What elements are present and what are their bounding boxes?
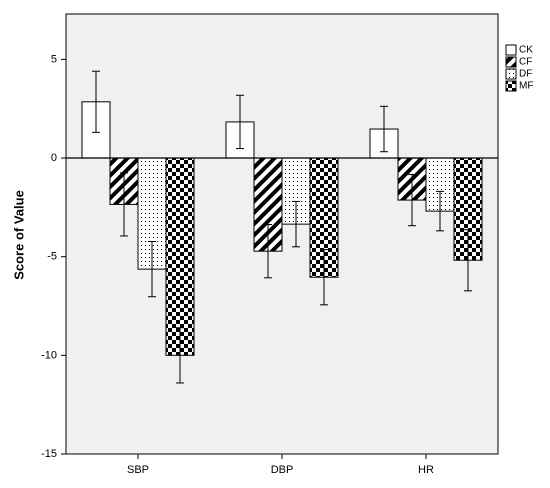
x-tick-label: HR xyxy=(418,464,434,476)
legend-label: MF xyxy=(519,81,533,92)
legend-label: CF xyxy=(519,57,532,68)
legend-swatch xyxy=(505,56,517,68)
legend-swatch xyxy=(505,80,517,92)
error-bar xyxy=(176,327,184,384)
error-bar xyxy=(464,229,472,292)
y-tick-label: -5 xyxy=(47,251,57,263)
error-bar xyxy=(292,200,300,248)
y-axis-label: Score of Value xyxy=(11,190,26,280)
legend-swatch xyxy=(505,44,517,56)
y-tick-label: 0 xyxy=(51,152,57,164)
error-bar xyxy=(148,240,156,298)
legend-label: CK xyxy=(519,45,533,56)
legend-label: DF xyxy=(519,69,532,80)
x-tick-label: DBP xyxy=(271,464,294,476)
error-bar xyxy=(92,70,100,133)
error-bar xyxy=(120,172,128,237)
error-bar xyxy=(436,190,444,232)
x-tick-label: SBP xyxy=(127,464,149,476)
y-tick-label: 5 xyxy=(51,53,57,65)
y-tick-label: -10 xyxy=(41,349,57,361)
y-tick-label: -15 xyxy=(41,448,57,460)
error-bar xyxy=(380,105,388,153)
bar xyxy=(165,157,195,356)
error-bar xyxy=(264,224,272,279)
legend-swatch xyxy=(505,68,517,80)
error-bar xyxy=(320,249,328,306)
error-bar xyxy=(236,94,244,150)
error-bar xyxy=(408,173,416,227)
